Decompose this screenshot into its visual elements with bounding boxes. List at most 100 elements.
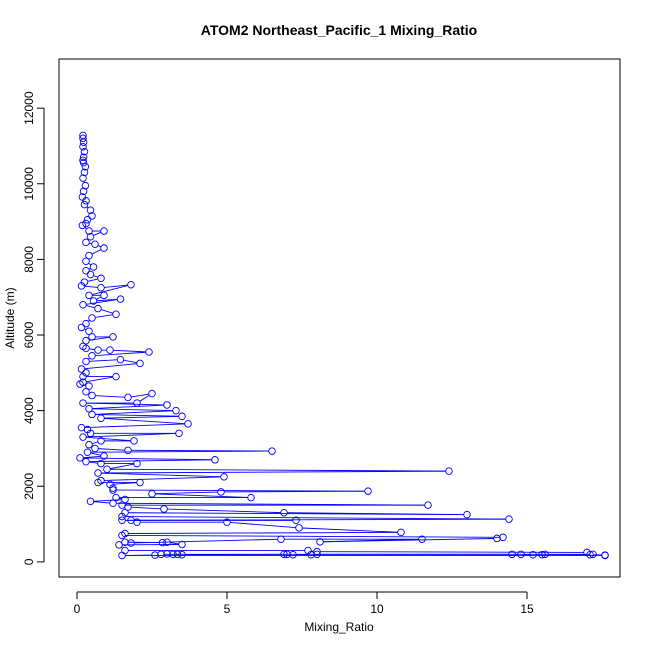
x-axis-label: Mixing_Ratio (304, 620, 374, 634)
data-point (178, 540, 186, 549)
data-point (82, 357, 90, 366)
data-point (178, 550, 186, 559)
x-tick-label: 5 (224, 602, 231, 616)
series-line-segment (128, 531, 398, 534)
series-line-segment (84, 363, 137, 370)
series-line-segment (86, 433, 176, 438)
series-line-segment (104, 415, 179, 419)
data-point (82, 457, 90, 466)
series-line-segment (95, 395, 125, 398)
series-line-segment (93, 275, 99, 278)
data-point (499, 533, 507, 542)
series-line-segment (89, 348, 95, 351)
data-point (124, 393, 132, 402)
data-point (493, 534, 501, 543)
data-point (178, 412, 186, 421)
series-line-segment (86, 436, 131, 442)
y-tick-label: 8000 (22, 246, 36, 273)
data-point (223, 518, 231, 526)
data-point (89, 297, 98, 305)
data-point (292, 516, 300, 525)
series-line-segment (86, 376, 113, 383)
data-point (79, 153, 88, 162)
data-point (601, 551, 609, 560)
data-point (121, 546, 129, 555)
data-point (112, 310, 120, 318)
data-point (80, 168, 89, 177)
data-point (148, 389, 156, 398)
data-point (77, 365, 86, 373)
data-point (82, 197, 90, 205)
data-point (79, 138, 88, 146)
series-line-segment (113, 482, 137, 485)
data-point (85, 404, 93, 413)
data-point (217, 488, 225, 496)
data-point (100, 291, 108, 300)
data-point (85, 291, 93, 300)
data-point (100, 227, 108, 235)
data-point (277, 535, 285, 543)
series-line-segment (95, 351, 146, 357)
data-point (136, 359, 144, 368)
series-line-segment (92, 441, 98, 445)
data-point (118, 512, 126, 521)
data-point (316, 538, 324, 546)
data-point (280, 550, 288, 559)
data-point (76, 454, 84, 462)
series-line-segment (95, 314, 113, 318)
data-point (94, 304, 102, 313)
data-point (109, 499, 117, 508)
data-point (79, 134, 87, 143)
data-point (313, 550, 321, 559)
data-point (163, 538, 171, 546)
data-point (88, 352, 96, 360)
series-line-segment (125, 516, 506, 520)
data-point (86, 232, 95, 241)
series-line-segment (92, 408, 173, 412)
data-point (184, 420, 192, 428)
series-line-segment (96, 296, 102, 300)
data-point (88, 410, 96, 419)
series-line-segment (98, 448, 125, 451)
data-point (86, 270, 95, 279)
data-point (86, 497, 95, 506)
data-point (118, 516, 126, 525)
series-line-segment (90, 450, 269, 453)
data-point (83, 448, 92, 456)
series-line-segment (101, 309, 113, 314)
x-axis: 0 5 10 15 (74, 591, 534, 616)
data-point (158, 538, 167, 547)
series-layer (76, 131, 609, 560)
data-point (463, 510, 471, 519)
series-line-segment (95, 414, 179, 417)
series-line-segment (128, 512, 464, 516)
series-line-segment (93, 499, 122, 502)
data-point (77, 323, 86, 332)
data-point (313, 547, 321, 556)
data-point (103, 465, 111, 473)
data-point (79, 301, 87, 309)
data-point (78, 221, 87, 230)
y-tick-label: 0 (22, 558, 36, 565)
data-point (148, 490, 156, 498)
data-point (364, 487, 372, 495)
data-point (85, 382, 93, 390)
series-line-segment (86, 305, 95, 309)
data-point (79, 187, 88, 196)
data-point (82, 238, 90, 247)
data-point (79, 142, 87, 151)
y-tick-label: 6000 (22, 321, 36, 348)
data-point (94, 478, 102, 487)
data-point (85, 227, 93, 235)
data-point (91, 240, 99, 249)
data-point (175, 429, 183, 438)
series-line-segment (167, 508, 281, 514)
data-point (85, 327, 93, 335)
data-point (76, 380, 84, 388)
data-point (82, 344, 90, 352)
data-point (82, 257, 90, 266)
series-line-segment (110, 468, 446, 472)
data-point (112, 493, 120, 502)
data-point (116, 355, 125, 364)
